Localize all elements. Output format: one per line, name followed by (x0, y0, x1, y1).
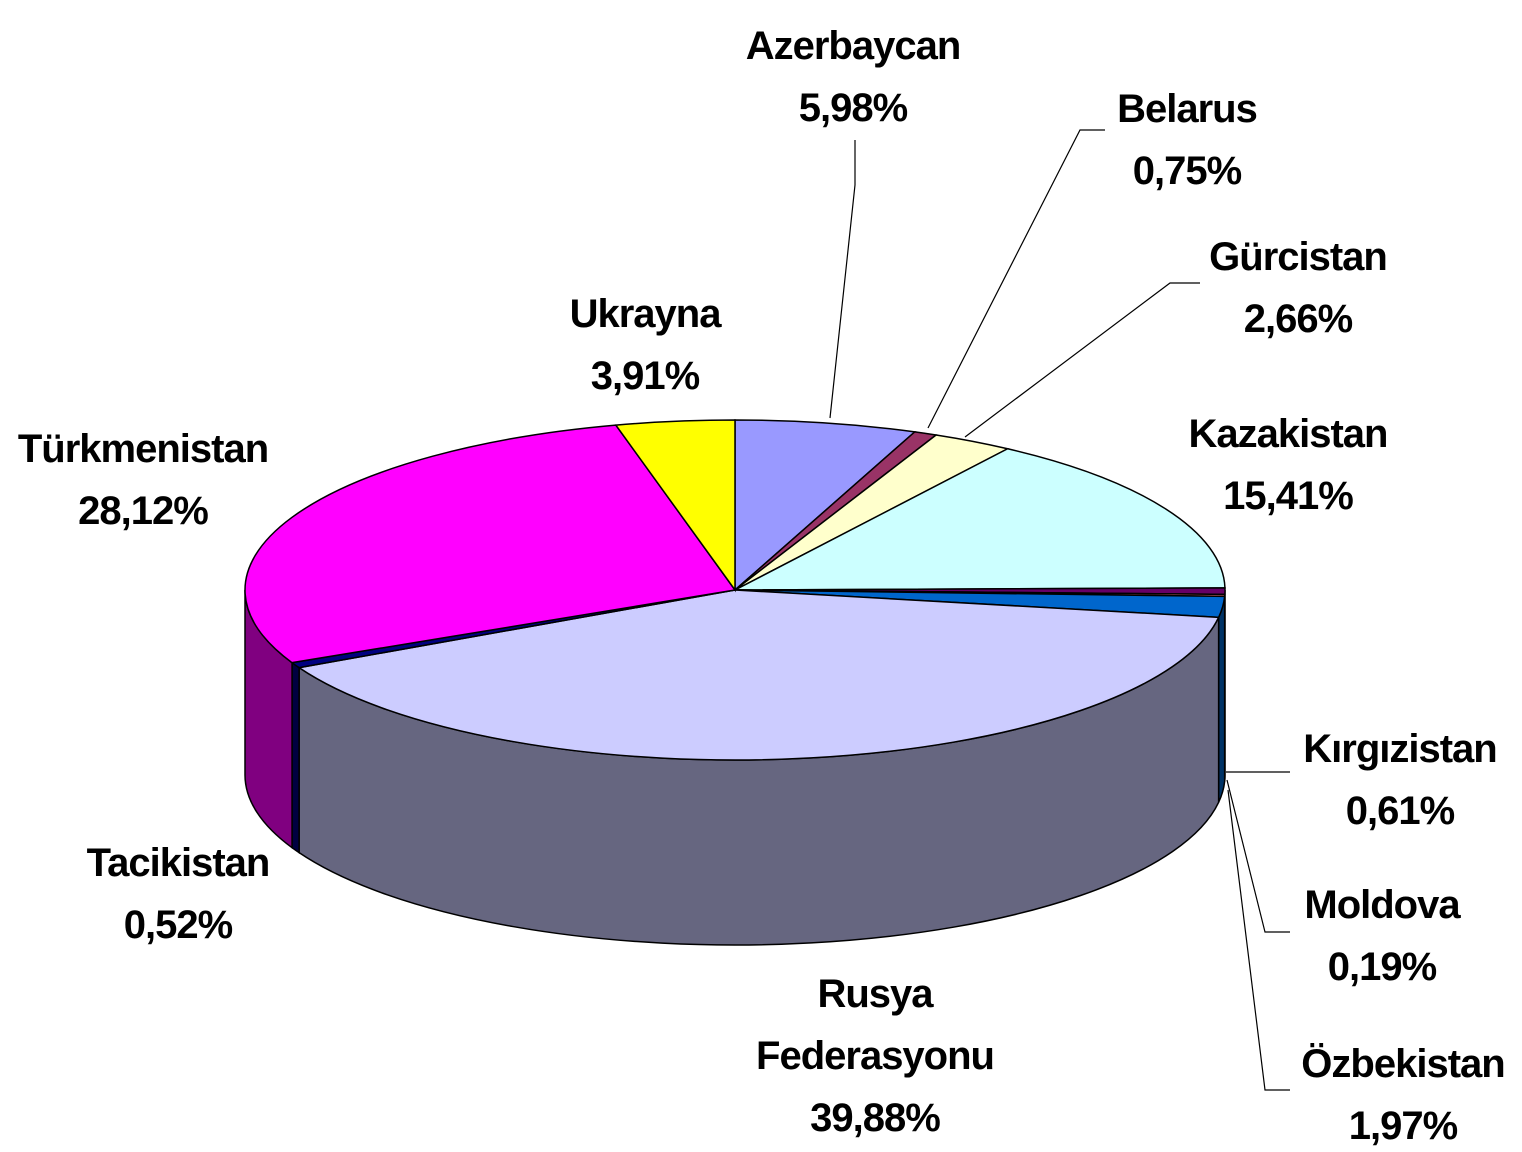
leader-line (1227, 789, 1290, 1091)
label-value: 0,75% (1132, 149, 1242, 193)
slice (734, 419, 917, 592)
slice-label: Türkmenistan 28,12% (0, 418, 303, 542)
slice-label: Tacikistan 0,52% (18, 832, 338, 956)
slice-label: Ukrayna 3,91% (485, 283, 805, 407)
label-name: Belarus (1117, 87, 1258, 131)
slice (297, 589, 1220, 761)
slice (614, 419, 736, 593)
label-name: Kazakistan (1188, 412, 1389, 456)
label-name: Ukrayna (569, 292, 722, 336)
label-value: 3,91% (590, 354, 700, 398)
slice-label: Azerbaycan 5,98% (693, 15, 1013, 139)
label-name: Türkmenistan (17, 427, 269, 471)
leader-lines (829, 129, 1290, 1091)
label-name: Kırgızistan (1303, 727, 1497, 771)
slice-label: Belarus 0,75% (1027, 78, 1347, 202)
slice-label: Kırgızistan 0,61% (1240, 718, 1522, 842)
leader-line (829, 140, 856, 419)
label-value: 28,12% (78, 489, 209, 533)
label-value: 39,88% (810, 1096, 941, 1140)
slice-label: Özbekistan 1,97% (1243, 1033, 1522, 1152)
tops (244, 419, 1226, 761)
label-name: Özbekistan (1301, 1042, 1505, 1086)
label-value: 15,41% (1223, 474, 1354, 518)
label-value: 2,66% (1243, 297, 1353, 341)
slice (244, 424, 737, 664)
sides (244, 589, 1226, 946)
slice-side (291, 661, 300, 855)
slice-side (1217, 596, 1226, 803)
label-value: 0,52% (123, 903, 233, 947)
slice (734, 447, 1226, 591)
label-name: Azerbaycan (745, 24, 962, 68)
label-value: 5,98% (798, 86, 908, 130)
label-name: Tacikistan (86, 841, 271, 885)
leader-line (927, 129, 1105, 429)
slice-label: Rusya Federasyonu 39,88% (725, 963, 1025, 1149)
leader-line (964, 282, 1200, 438)
slice-label: Gürcistan 2,66% (1138, 226, 1458, 350)
label-name: Rusya Federasyonu (756, 972, 995, 1078)
label-value: 0,61% (1345, 789, 1455, 833)
label-value: 0,19% (1327, 945, 1437, 989)
leader-line (1226, 779, 1290, 933)
label-value: 1,97% (1348, 1104, 1458, 1148)
label-name: Moldova (1304, 883, 1460, 927)
slice-label: Moldova 0,19% (1222, 874, 1522, 998)
slice-label: Kazakistan 15,41% (1128, 403, 1448, 527)
label-name: Gürcistan (1209, 235, 1388, 279)
